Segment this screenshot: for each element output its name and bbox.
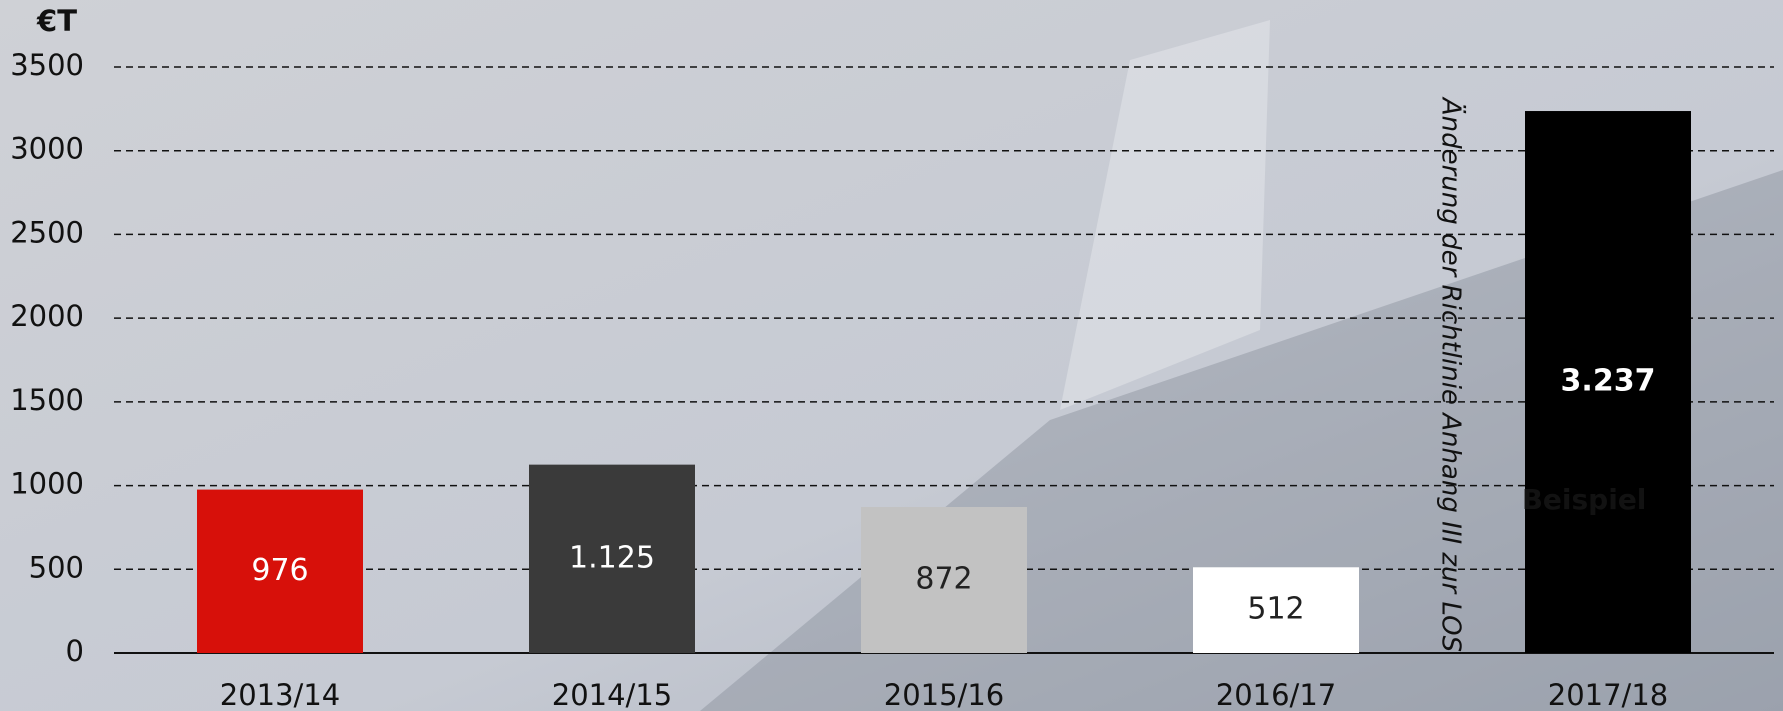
x-tick-label: 2014/15 — [552, 678, 672, 711]
y-tick-label: 0 — [66, 634, 84, 668]
bar — [1525, 111, 1691, 654]
bar — [197, 489, 363, 653]
x-tick-label: 2013/14 — [220, 678, 340, 711]
y-tick-label: 2500 — [10, 215, 84, 249]
value-label: 512 — [1247, 592, 1304, 627]
bar — [861, 507, 1027, 653]
y-tick-label: 1000 — [10, 467, 84, 501]
value-label: 872 — [915, 562, 972, 597]
bar — [529, 464, 695, 653]
y-tick-label: 2000 — [10, 299, 84, 333]
y-tick-label: 1500 — [10, 383, 84, 417]
value-label: 1.125 — [569, 540, 655, 575]
watermark: Beispiel — [1522, 483, 1647, 516]
bar — [1193, 567, 1359, 653]
y-unit: €T — [36, 4, 77, 38]
x-tick-label: 2015/16 — [884, 678, 1004, 711]
x-tick-label: 2016/17 — [1216, 678, 1336, 711]
y-tick-label: 500 — [29, 550, 84, 584]
x-tick-label: 2017/18 — [1548, 678, 1668, 711]
background-sign — [1060, 20, 1270, 410]
y-tick-label: 3500 — [10, 48, 84, 82]
y-tick-label: 3000 — [10, 132, 84, 166]
annotation: Änderung der Richtlinie Anhang III zur L… — [1436, 96, 1468, 652]
value-label: 976 — [251, 553, 308, 588]
value-label: 3.237 — [1561, 364, 1656, 399]
